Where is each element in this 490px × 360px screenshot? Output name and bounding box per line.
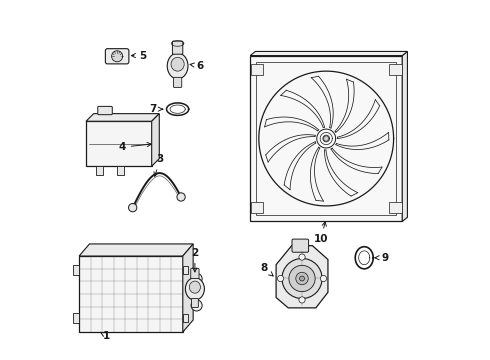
Polygon shape	[183, 314, 188, 323]
Polygon shape	[250, 51, 407, 55]
Polygon shape	[79, 244, 193, 256]
Circle shape	[128, 203, 137, 212]
FancyBboxPatch shape	[173, 77, 182, 87]
Polygon shape	[251, 202, 263, 213]
FancyBboxPatch shape	[292, 239, 309, 252]
FancyBboxPatch shape	[172, 41, 183, 54]
Polygon shape	[251, 64, 263, 75]
Circle shape	[299, 276, 304, 281]
Text: 10: 10	[314, 222, 328, 244]
Polygon shape	[97, 166, 103, 175]
Polygon shape	[183, 244, 193, 332]
Ellipse shape	[171, 57, 184, 71]
Text: 8: 8	[260, 263, 273, 276]
Text: 2: 2	[191, 248, 198, 272]
Circle shape	[296, 272, 308, 285]
FancyBboxPatch shape	[191, 269, 199, 279]
Polygon shape	[389, 64, 402, 75]
Polygon shape	[183, 266, 188, 274]
Polygon shape	[402, 51, 407, 221]
Polygon shape	[276, 246, 328, 308]
Polygon shape	[79, 256, 183, 332]
Text: 3: 3	[154, 154, 164, 176]
Text: 5: 5	[131, 51, 147, 60]
FancyBboxPatch shape	[105, 49, 129, 64]
Polygon shape	[86, 121, 152, 166]
Ellipse shape	[185, 278, 204, 300]
Polygon shape	[250, 55, 402, 221]
Text: 1: 1	[100, 331, 110, 341]
Polygon shape	[73, 313, 79, 323]
FancyBboxPatch shape	[98, 107, 112, 115]
Circle shape	[289, 265, 315, 292]
Circle shape	[282, 258, 322, 298]
Text: 9: 9	[375, 253, 389, 263]
Circle shape	[112, 51, 122, 62]
Polygon shape	[152, 114, 159, 166]
Text: 6: 6	[190, 61, 204, 71]
Circle shape	[191, 273, 202, 284]
Circle shape	[191, 300, 202, 311]
Circle shape	[177, 193, 185, 201]
Circle shape	[323, 136, 329, 141]
Circle shape	[320, 275, 326, 282]
Polygon shape	[73, 265, 79, 275]
Circle shape	[277, 275, 284, 282]
Ellipse shape	[189, 281, 200, 293]
Circle shape	[299, 297, 305, 303]
FancyBboxPatch shape	[192, 298, 198, 307]
Polygon shape	[86, 114, 159, 121]
Polygon shape	[389, 202, 402, 213]
Text: 7: 7	[149, 104, 163, 114]
Circle shape	[299, 254, 305, 260]
Polygon shape	[117, 166, 124, 175]
Text: 4: 4	[119, 142, 151, 152]
Ellipse shape	[167, 53, 188, 79]
